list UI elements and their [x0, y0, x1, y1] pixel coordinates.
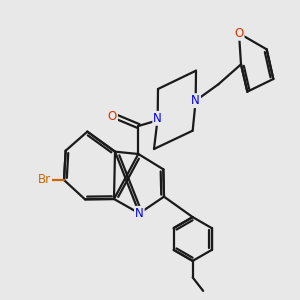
Text: O: O: [108, 110, 117, 123]
Text: N: N: [153, 112, 162, 125]
Text: N: N: [135, 207, 144, 220]
Text: O: O: [234, 27, 244, 40]
Text: Br: Br: [38, 173, 51, 186]
Text: N: N: [191, 94, 200, 107]
